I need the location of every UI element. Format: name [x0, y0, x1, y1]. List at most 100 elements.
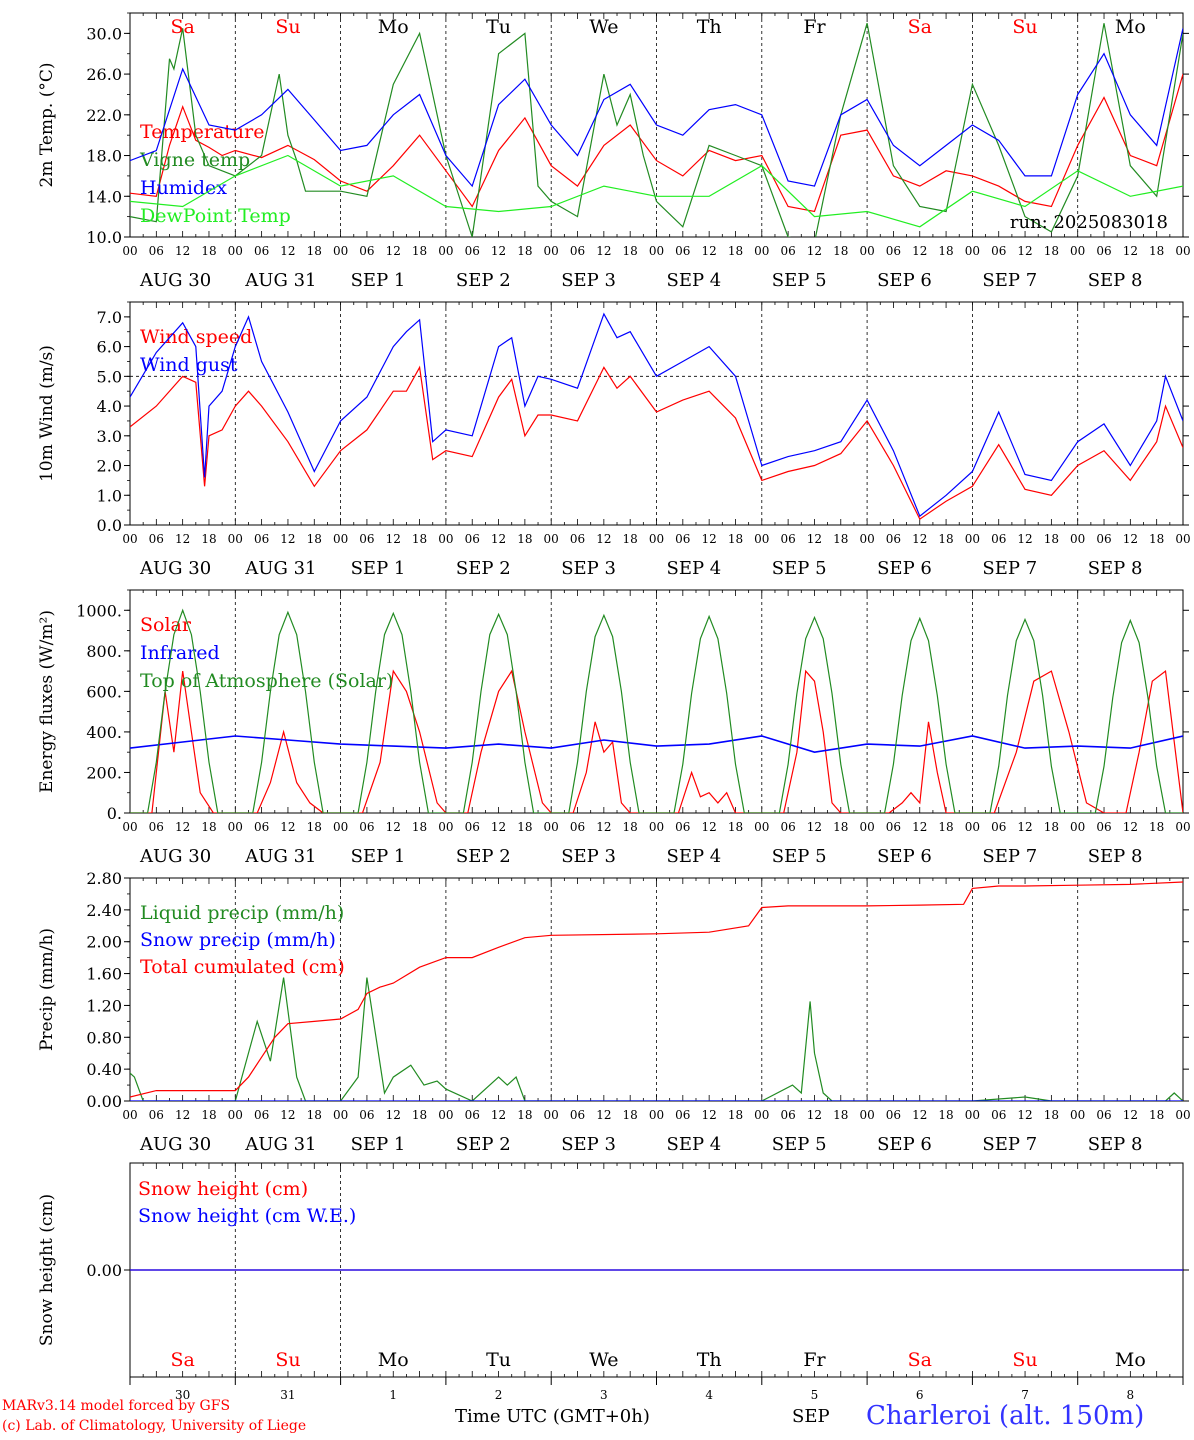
date-label: SEP 7 [982, 558, 1037, 579]
hour-label: 12 [386, 532, 401, 546]
hour-label: 06 [254, 532, 269, 546]
hour-label: 00 [649, 532, 664, 546]
hour-label: 06 [149, 244, 164, 258]
y-tick-label: 1.0 [97, 486, 122, 505]
hour-label: 00 [333, 820, 348, 834]
date-label: SEP 2 [456, 270, 511, 291]
hour-label: 00 [649, 1108, 664, 1122]
weekday-label: Sa [170, 1349, 194, 1371]
date-label: SEP 1 [351, 270, 406, 291]
legend-entry: Vigne temp [139, 149, 250, 171]
hour-label: 12 [702, 1108, 717, 1122]
hour-label: 18 [938, 532, 953, 546]
hour-label: 12 [1017, 244, 1032, 258]
date-label: AUG 30 [139, 558, 211, 579]
date-label: SEP 8 [1088, 270, 1143, 291]
hour-label: 12 [491, 532, 506, 546]
day-number: 8 [1127, 1388, 1135, 1402]
date-label: SEP 5 [772, 270, 827, 291]
hour-label: 12 [1123, 244, 1138, 258]
date-label: SEP 5 [772, 846, 827, 867]
legend-entry: Snow height (cm W.E.) [138, 1205, 356, 1227]
hour-label: 00 [1070, 1108, 1085, 1122]
hour-label: 06 [254, 820, 269, 834]
hour-label: 00 [122, 1108, 137, 1122]
panel-2: 0.0 1.0 2.0 3.0 4.0 5.0 6.0 7.0 10m Wind (m/s) Wi… [37, 301, 1191, 579]
hour-label: 00 [438, 532, 453, 546]
date-label: SEP 1 [351, 1134, 406, 1155]
day-number: 2 [495, 1388, 503, 1402]
hour-label: 00 [122, 244, 137, 258]
hour-label: 06 [254, 244, 269, 258]
hour-label: 12 [386, 1108, 401, 1122]
y-tick-label: 0.40 [86, 1060, 122, 1079]
hour-label: 00 [333, 244, 348, 258]
series-line-1 [130, 73, 1183, 213]
y-tick-label: 0.00 [86, 1261, 122, 1280]
run-label: run: 2025083018 [1010, 212, 1168, 233]
y-tick-label: 7.0 [97, 308, 122, 327]
date-label: SEP 1 [351, 846, 406, 867]
day-number: 5 [811, 1388, 819, 1402]
day-number: 1 [389, 1388, 397, 1402]
legend-entry: Temperature [140, 121, 264, 143]
hour-label: 12 [596, 244, 611, 258]
hour-label: 18 [623, 532, 638, 546]
y-tick-label: 1.60 [86, 965, 122, 984]
hour-label: 00 [544, 1108, 559, 1122]
hour-label: 12 [702, 244, 717, 258]
date-label: SEP 7 [982, 1134, 1037, 1155]
series-line-2 [130, 735, 1183, 754]
hour-label: 00 [754, 244, 769, 258]
y-tick-label: 800. [86, 642, 122, 661]
date-label: AUG 31 [244, 1134, 316, 1155]
hour-label: 18 [412, 1108, 427, 1122]
hour-label: 18 [1149, 820, 1164, 834]
hour-label: 18 [833, 820, 848, 834]
hour-label: 00 [1175, 1108, 1190, 1122]
hour-label: 00 [1175, 244, 1190, 258]
hour-label: 12 [596, 820, 611, 834]
date-label: SEP 3 [561, 846, 616, 867]
hour-label: 18 [728, 1108, 743, 1122]
series-line-1 [130, 977, 1183, 1101]
month-label: SEP [792, 1406, 830, 1427]
y-tick-label: 18.0 [86, 147, 122, 166]
hour-label: 00 [438, 244, 453, 258]
hour-label: 12 [807, 244, 822, 258]
hour-label: 12 [702, 532, 717, 546]
hour-label: 18 [1149, 244, 1164, 258]
date-label: SEP 8 [1088, 558, 1143, 579]
date-label: SEP 4 [667, 1134, 722, 1155]
hour-label: 18 [412, 244, 427, 258]
hour-label: 06 [675, 244, 690, 258]
hour-label: 12 [1017, 532, 1032, 546]
station-name: Charleroi (alt. 150m) [866, 1401, 1145, 1431]
series-line-2 [130, 23, 1183, 237]
hour-label: 00 [965, 820, 980, 834]
hour-label: 00 [544, 532, 559, 546]
hour-label: 00 [1070, 820, 1085, 834]
y-tick-label: 0. [107, 804, 122, 823]
y-tick-label: 22.0 [86, 106, 122, 125]
hour-label: 18 [1149, 532, 1164, 546]
date-label: SEP 2 [456, 1134, 511, 1155]
series-line-4 [130, 154, 1183, 228]
hour-label: 00 [438, 1108, 453, 1122]
series-line-1 [130, 365, 1183, 520]
hour-label: 12 [1017, 1108, 1032, 1122]
legend-entry: Liquid precip (mm/h) [140, 902, 344, 924]
weekday-label: Mo [378, 1349, 409, 1371]
weekday-label: Sa [908, 1349, 932, 1371]
hour-label: 00 [965, 532, 980, 546]
hour-label: 00 [965, 244, 980, 258]
legend-entry: Wind speed [140, 326, 252, 348]
hour-label: 12 [1017, 820, 1032, 834]
weekday-label: Th [697, 1349, 722, 1371]
date-label: SEP 2 [456, 558, 511, 579]
y-tick-label: 0.80 [86, 1028, 122, 1047]
weekday-label: Tu [486, 1349, 511, 1371]
panel-4: 0.00 0.40 0.80 1.20 1.60 2.00 2.40 2.80 Precip (… [37, 869, 1191, 1155]
panel-5: 0.00 Snow height (cm) Snow height (cm) Snow… [37, 1162, 1189, 1402]
y-axis-label: 10m Wind (m/s) [37, 345, 57, 482]
